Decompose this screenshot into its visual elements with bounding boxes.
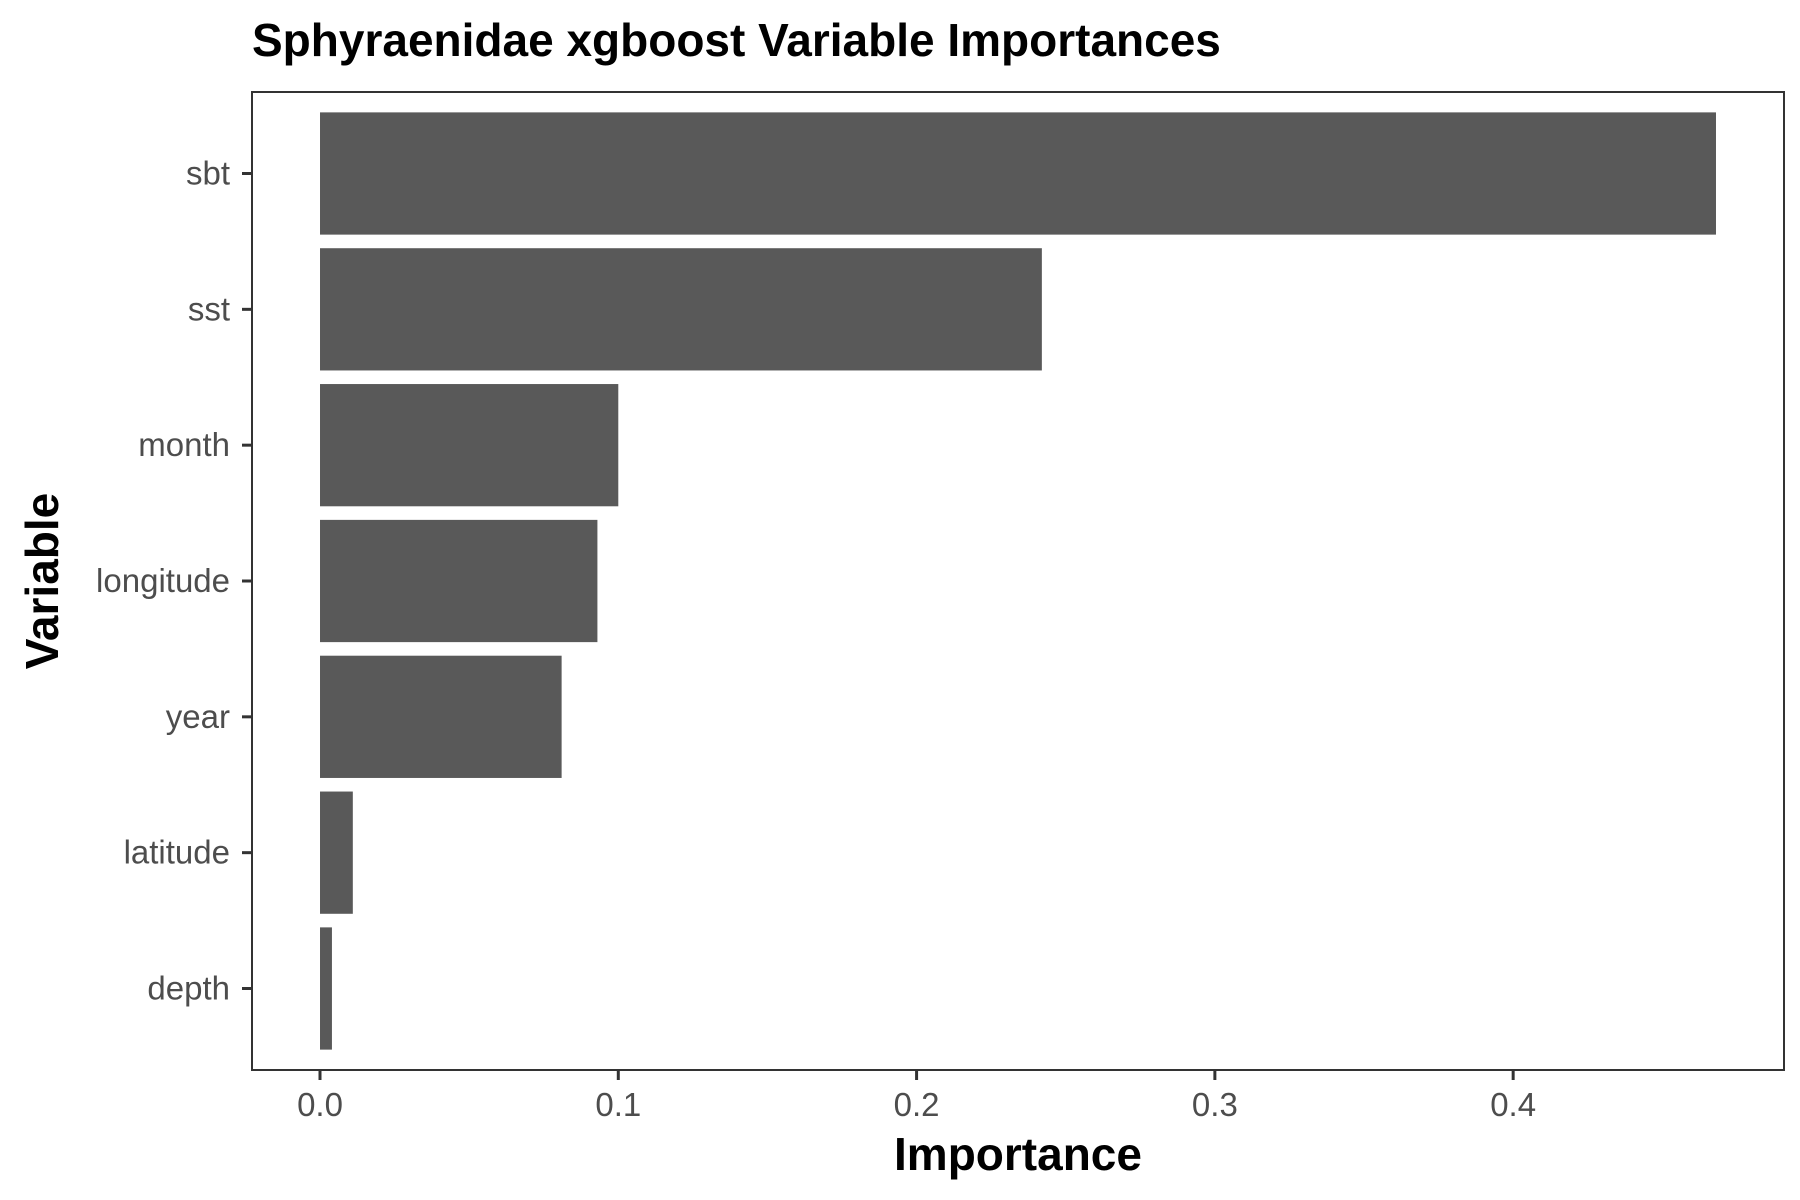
x-tick-label-2: 0.2 xyxy=(894,1086,940,1123)
bar-sbt xyxy=(320,112,1716,235)
y-tick-label-longitude: longitude xyxy=(96,562,230,599)
x-tick-label-4: 0.4 xyxy=(1490,1086,1536,1123)
bar-month xyxy=(320,384,619,507)
x-axis: 0.0 0.1 0.2 0.3 0.4 xyxy=(297,1070,1536,1123)
chart-title: Sphyraenidae xgboost Variable Importance… xyxy=(252,14,1221,66)
bar-sst xyxy=(320,248,1042,371)
y-tick-label-year: year xyxy=(166,698,230,735)
bar-year xyxy=(320,655,562,778)
y-tick-label-depth: depth xyxy=(147,970,230,1007)
y-axis-title: Variable xyxy=(16,493,68,669)
x-tick-label-3: 0.3 xyxy=(1192,1086,1238,1123)
bar-latitude xyxy=(320,791,353,914)
bar-depth xyxy=(320,927,332,1050)
y-tick-label-month: month xyxy=(138,426,230,463)
y-tick-label-sbt: sbt xyxy=(186,155,230,192)
y-tick-label-latitude: latitude xyxy=(124,834,230,871)
x-tick-label-1: 0.1 xyxy=(595,1086,641,1123)
y-tick-label-sst: sst xyxy=(188,290,230,327)
x-axis-title: Importance xyxy=(894,1128,1142,1180)
x-tick-label-0: 0.0 xyxy=(297,1086,343,1123)
y-axis: sbt sst month longitude year latitude depth xyxy=(96,155,252,1007)
bars-layer xyxy=(320,112,1716,1050)
bar-longitude xyxy=(320,519,598,643)
